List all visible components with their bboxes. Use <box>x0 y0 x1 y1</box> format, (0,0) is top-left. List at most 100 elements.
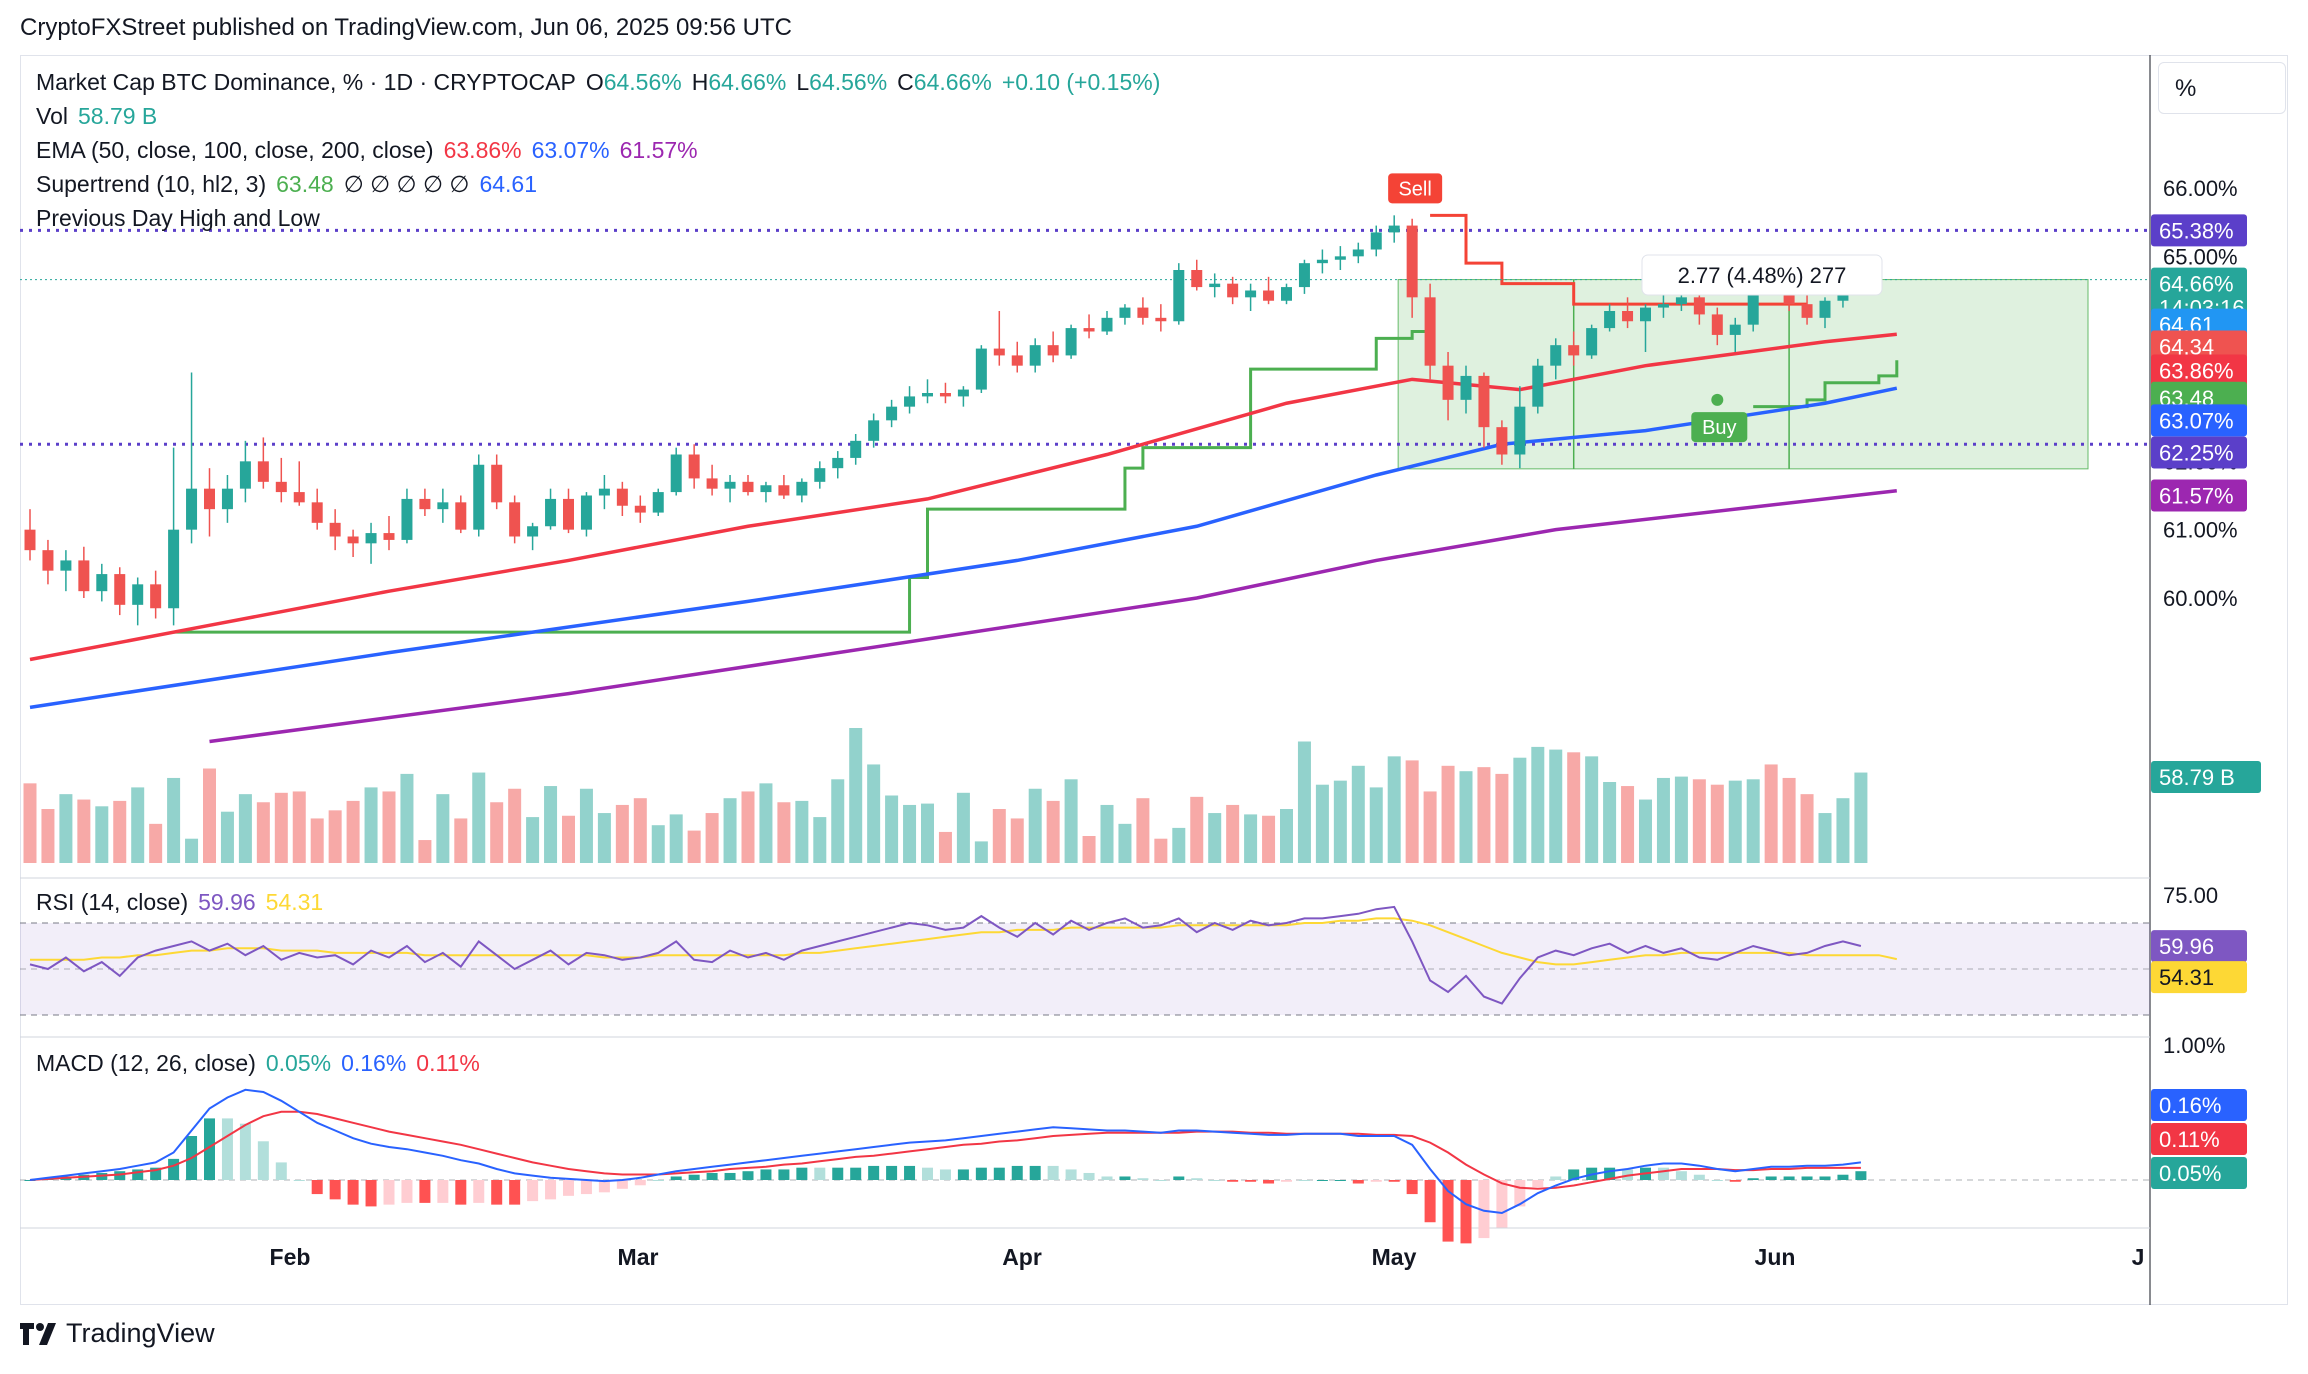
pdh-tag-text: 65.38% <box>2159 218 2234 243</box>
candle-body <box>1424 297 1436 366</box>
supertrend-down-line <box>1430 213 1808 306</box>
macd-histogram-bar <box>1155 1180 1167 1181</box>
candle-body <box>42 550 54 571</box>
candle-body <box>1622 311 1634 322</box>
candle-body <box>329 522 341 537</box>
candle-body <box>1514 406 1526 455</box>
candle-body <box>365 533 377 544</box>
candle-body <box>311 502 323 523</box>
macd-histogram-bar <box>1855 1171 1867 1180</box>
volume-bar <box>113 800 127 863</box>
macd-pane <box>20 1088 2150 1244</box>
candle-body <box>1819 300 1831 318</box>
macd-histogram-bar <box>634 1180 646 1186</box>
volume-bar <box>400 773 414 863</box>
volume-bar <box>1100 804 1114 863</box>
legend-low: 64.56% <box>809 69 888 95</box>
sell-signal-label: Sell <box>1398 178 1431 200</box>
volume-bar <box>436 794 450 863</box>
volume-bar <box>1567 752 1581 863</box>
volume-bar <box>1710 784 1724 863</box>
legend-pdhl-label[interactable]: Previous Day High and Low <box>36 205 320 231</box>
candle-body <box>1245 290 1257 298</box>
volume-bar <box>903 804 917 863</box>
ema200-tag-text: 61.57% <box>2159 484 2234 509</box>
legend-symbol[interactable]: Market Cap BTC Dominance, % · 1D · CRYPT… <box>36 69 576 95</box>
volume-bar <box>1315 784 1329 863</box>
volume-tag-text: 58.79 B <box>2159 765 2235 790</box>
time-axis-tick: Mar <box>618 1244 659 1270</box>
price-pane: Sell Buy 2.77 (4.48%) 277 <box>20 173 2150 863</box>
volume-bar <box>1028 788 1042 863</box>
macd-histogram-bar <box>1227 1180 1239 1182</box>
macd-histogram-bar <box>1837 1174 1849 1180</box>
macd-histogram-bar <box>1532 1180 1544 1188</box>
macd-histogram-bar <box>1083 1172 1095 1180</box>
candle-body <box>275 481 287 493</box>
volume-tag <box>2151 761 2261 793</box>
macd-histogram-bar <box>904 1165 916 1180</box>
macd-histogram-bar <box>1442 1180 1454 1242</box>
sell-signal-badge <box>1388 173 1443 204</box>
volume-bar <box>597 813 611 863</box>
volume-bar <box>956 792 970 863</box>
volume-bar <box>1818 813 1832 863</box>
volume-bar <box>1244 814 1258 863</box>
macd-histogram-bar <box>491 1180 503 1205</box>
volume-bar <box>1656 777 1670 863</box>
volume-bar <box>77 799 91 863</box>
volume-bar <box>310 818 324 863</box>
candle-body <box>760 485 772 493</box>
candle-body <box>1191 270 1203 288</box>
price-axis-tick: 66.00% <box>2163 176 2238 201</box>
candle-body <box>1496 427 1508 455</box>
volume-bar <box>41 809 55 863</box>
macd-histogram-bar <box>1729 1180 1741 1182</box>
candle-body <box>1137 307 1149 318</box>
volume-bar <box>292 791 306 863</box>
volume-bar <box>167 777 181 863</box>
candle-body <box>670 454 682 493</box>
candle-body <box>1352 249 1364 257</box>
macd-histogram-bar <box>1281 1180 1292 1182</box>
macd-histogram-bar <box>1245 1180 1257 1182</box>
candle-body <box>168 529 180 609</box>
macd-histogram-bar <box>616 1180 628 1189</box>
candle-body <box>1370 232 1382 250</box>
legend-macd-line: 0.16% <box>341 1050 407 1076</box>
macd-histogram-bar <box>1316 1180 1328 1181</box>
candle-body <box>1263 290 1275 301</box>
legend-ema-label[interactable]: EMA (50, close, 100, close, 200, close) <box>36 137 434 163</box>
macd-histogram-bar <box>688 1174 700 1180</box>
supertrend-up-line <box>173 311 1432 634</box>
legend-vol-label[interactable]: Vol <box>36 103 68 129</box>
pdl-tag <box>2151 436 2247 469</box>
legend-rsi-label[interactable]: RSI (14, close) <box>36 889 189 915</box>
macd-histogram-bar <box>221 1118 233 1180</box>
macd-histogram-bar <box>545 1180 557 1200</box>
ema200-line <box>209 488 1897 744</box>
candle-body <box>60 560 72 571</box>
legend-volume: Vol 58.79 B <box>36 103 167 130</box>
volume-bar <box>992 809 1006 863</box>
candle-body <box>239 461 251 489</box>
macd-tag-text: 0.16% <box>2159 1093 2221 1118</box>
volume-bar <box>1208 813 1222 863</box>
candle-body <box>1675 297 1687 305</box>
tradingview-logo[interactable]: TradingView <box>20 1318 215 1349</box>
volume-bar <box>1513 757 1527 863</box>
candle-body <box>1532 365 1544 407</box>
candle-body <box>1298 263 1310 288</box>
unit-button[interactable]: % <box>2158 62 2286 114</box>
legend-macd-label[interactable]: MACD (12, 26, close) <box>36 1050 256 1076</box>
legend-st-label[interactable]: Supertrend (10, hl2, 3) <box>36 171 267 197</box>
macd-histogram-bar <box>275 1162 287 1180</box>
candle-body <box>886 406 898 421</box>
candle-body <box>814 468 826 482</box>
volume-bar <box>1064 779 1078 863</box>
macd-histogram-bar <box>832 1167 844 1180</box>
volume-bar <box>131 787 145 863</box>
legend-macd-hist: 0.05% <box>265 1050 332 1076</box>
tradingview-logo-icon <box>20 1322 56 1345</box>
